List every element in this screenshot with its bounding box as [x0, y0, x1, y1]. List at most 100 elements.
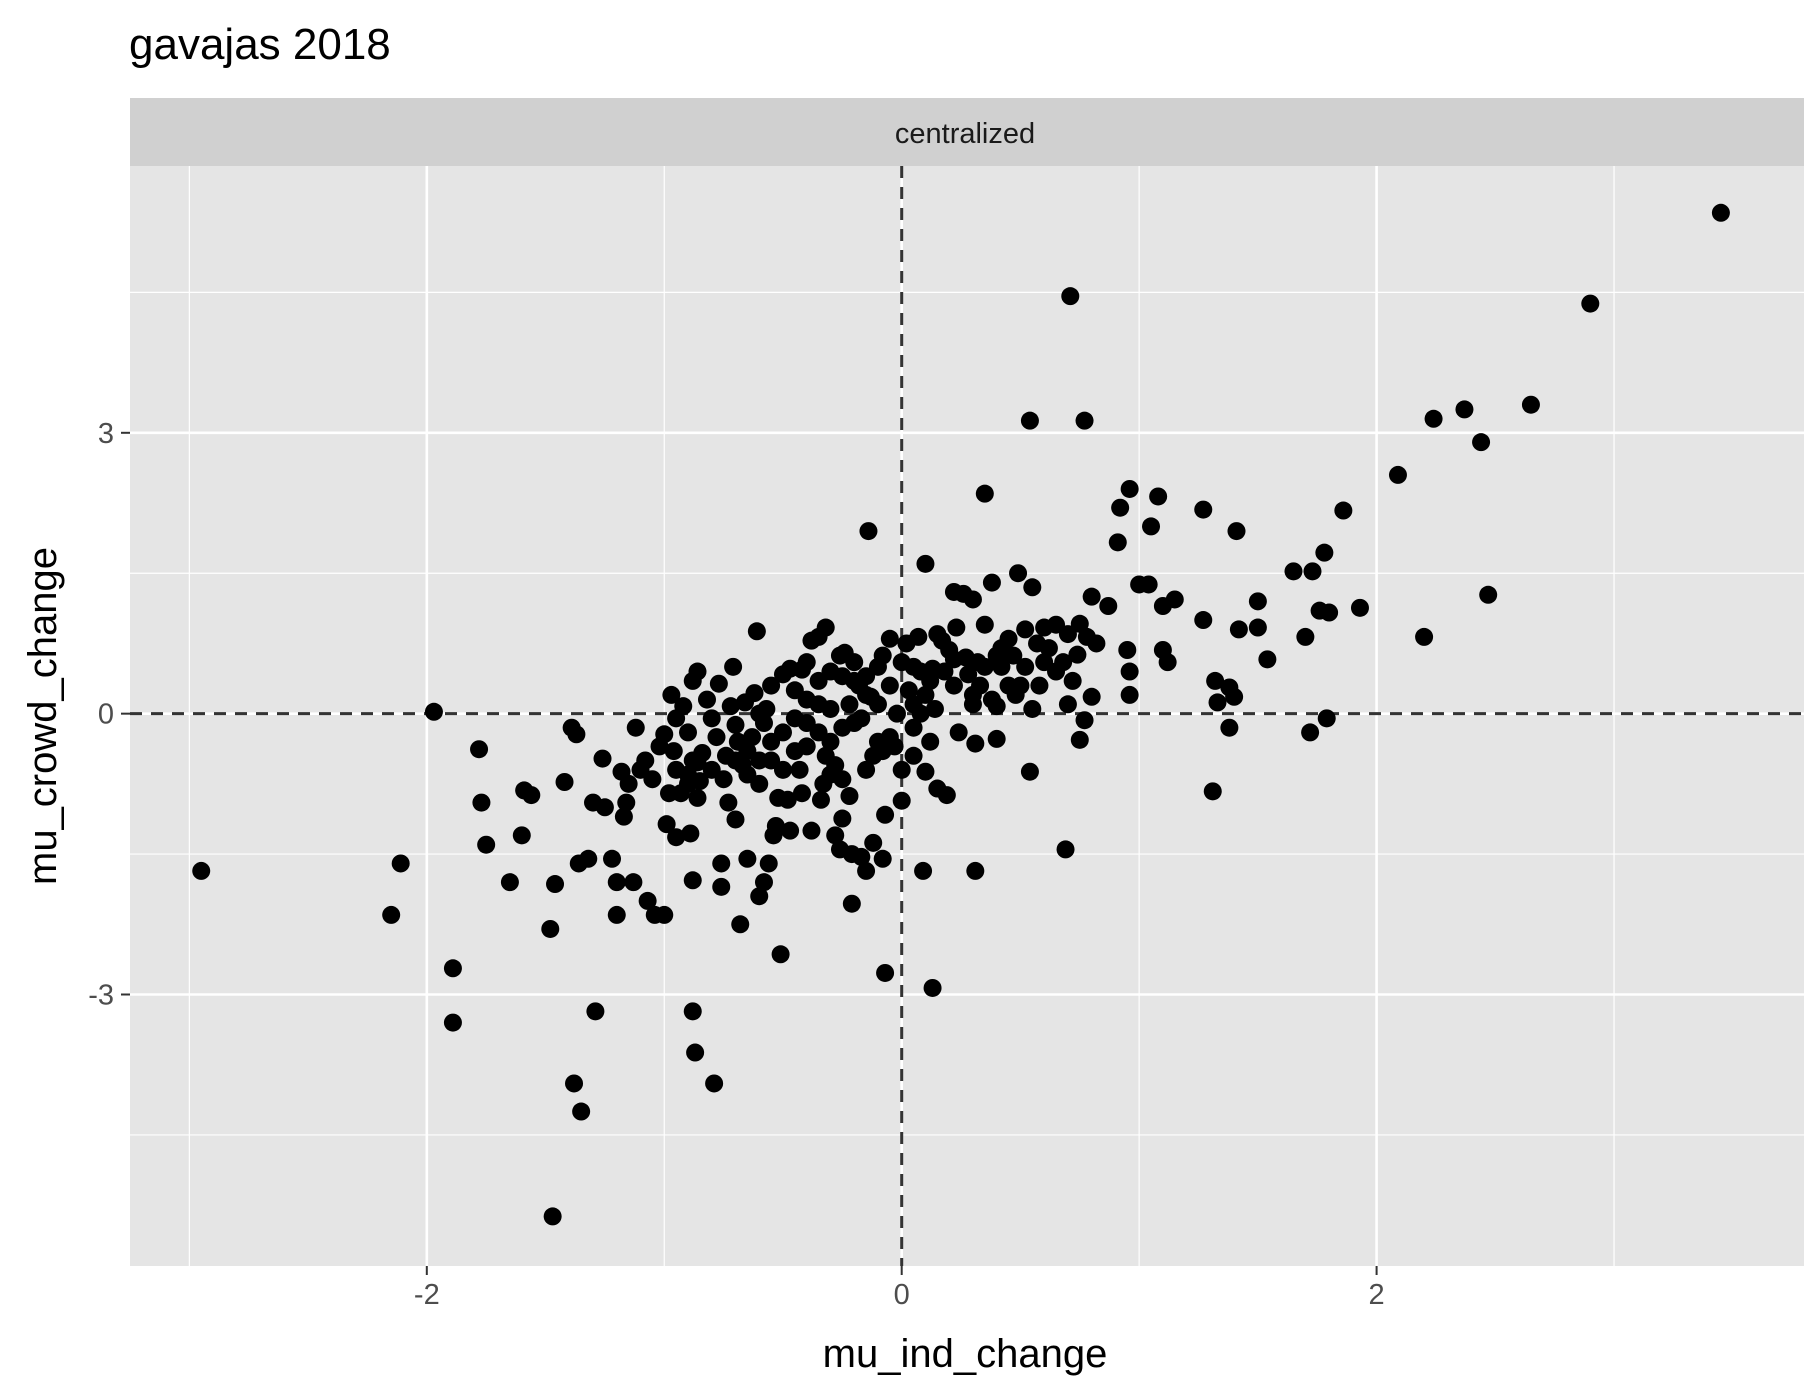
- x-tick-label: 2: [1369, 1279, 1385, 1311]
- data-point: [595, 798, 614, 817]
- data-point: [790, 760, 809, 779]
- data-point: [1016, 657, 1035, 676]
- data-point: [935, 662, 954, 681]
- data-point: [1227, 522, 1246, 541]
- data-point: [662, 685, 681, 704]
- data-point: [565, 1074, 584, 1093]
- data-point: [1108, 533, 1127, 552]
- data-point: [1082, 587, 1101, 606]
- data-point: [750, 704, 769, 723]
- data-point: [543, 1207, 562, 1226]
- data-point: [612, 762, 631, 781]
- data-point: [424, 702, 443, 721]
- data-point: [1388, 465, 1407, 484]
- data-point: [1455, 400, 1474, 419]
- data-point: [735, 693, 754, 712]
- data-point: [738, 765, 757, 784]
- data-point: [1118, 641, 1137, 659]
- data-point: [876, 963, 895, 982]
- data-point: [1424, 409, 1443, 428]
- data-point: [937, 786, 956, 805]
- data-point: [773, 723, 792, 742]
- data-point: [892, 791, 911, 810]
- data-point: [660, 784, 679, 803]
- data-point: [617, 793, 636, 812]
- data-point: [880, 676, 899, 695]
- data-point: [966, 861, 985, 880]
- data-point: [1011, 676, 1030, 695]
- data-point: [607, 905, 626, 924]
- data-point: [975, 657, 994, 676]
- data-point: [809, 695, 828, 714]
- data-point: [1472, 433, 1491, 452]
- data-point: [500, 873, 519, 892]
- data-point: [1054, 653, 1073, 672]
- data-point: [940, 641, 959, 659]
- data-point: [1070, 730, 1089, 749]
- data-point: [443, 959, 462, 978]
- scatter-points: [192, 203, 1730, 1226]
- y-tick-label: 0: [98, 699, 114, 731]
- data-point: [925, 699, 944, 718]
- data-point: [842, 894, 861, 913]
- data-point: [702, 709, 721, 728]
- data-point: [811, 790, 830, 809]
- data-point: [1158, 653, 1177, 672]
- data-point: [1068, 645, 1087, 664]
- data-point: [859, 522, 878, 541]
- data-point: [845, 671, 864, 690]
- data-point: [769, 788, 788, 807]
- data-point: [683, 1002, 702, 1021]
- data-point: [626, 718, 645, 737]
- data-point: [1194, 611, 1213, 630]
- data-point: [845, 653, 864, 672]
- data-point: [1120, 685, 1139, 704]
- data-point: [391, 854, 410, 873]
- data-point: [1165, 590, 1184, 609]
- data-point: [947, 618, 966, 637]
- data-point: [690, 772, 709, 791]
- data-point: [1020, 762, 1039, 781]
- data-point: [857, 685, 876, 704]
- data-point: [982, 690, 1001, 709]
- data-point: [750, 887, 769, 906]
- data-point: [911, 704, 930, 723]
- data-point: [873, 646, 892, 665]
- data-point: [470, 740, 489, 759]
- data-point: [714, 770, 733, 789]
- data-point: [1082, 687, 1101, 706]
- data-point: [443, 1013, 462, 1032]
- data-point: [892, 653, 911, 672]
- data-point: [1229, 620, 1248, 639]
- data-point: [655, 905, 674, 924]
- data-point: [1581, 294, 1600, 313]
- facet-strip: [130, 98, 1804, 166]
- data-point: [840, 787, 859, 806]
- data-point: [762, 676, 781, 695]
- data-point: [1142, 517, 1161, 536]
- x-axis: -2 0 2: [414, 1266, 1385, 1311]
- data-point: [686, 1043, 705, 1062]
- grid-minor: [130, 166, 1804, 1266]
- data-point: [792, 784, 811, 803]
- data-point: [1061, 287, 1080, 306]
- data-point: [603, 849, 622, 868]
- data-point: [766, 817, 785, 835]
- data-point: [1334, 501, 1353, 520]
- data-point: [1284, 562, 1303, 581]
- data-point: [541, 919, 560, 938]
- data-point: [638, 891, 657, 910]
- data-point: [579, 849, 598, 868]
- data-point: [771, 945, 790, 964]
- data-point: [1063, 671, 1082, 690]
- data-point: [1208, 693, 1227, 712]
- data-point: [762, 751, 781, 770]
- x-tick-label: -2: [414, 1279, 440, 1311]
- data-point: [802, 821, 821, 840]
- data-point: [840, 695, 859, 714]
- data-point: [1203, 782, 1222, 801]
- data-point: [880, 629, 899, 648]
- x-axis-label: mu_ind_change: [823, 1332, 1108, 1376]
- data-point: [743, 728, 762, 747]
- data-point: [797, 653, 816, 672]
